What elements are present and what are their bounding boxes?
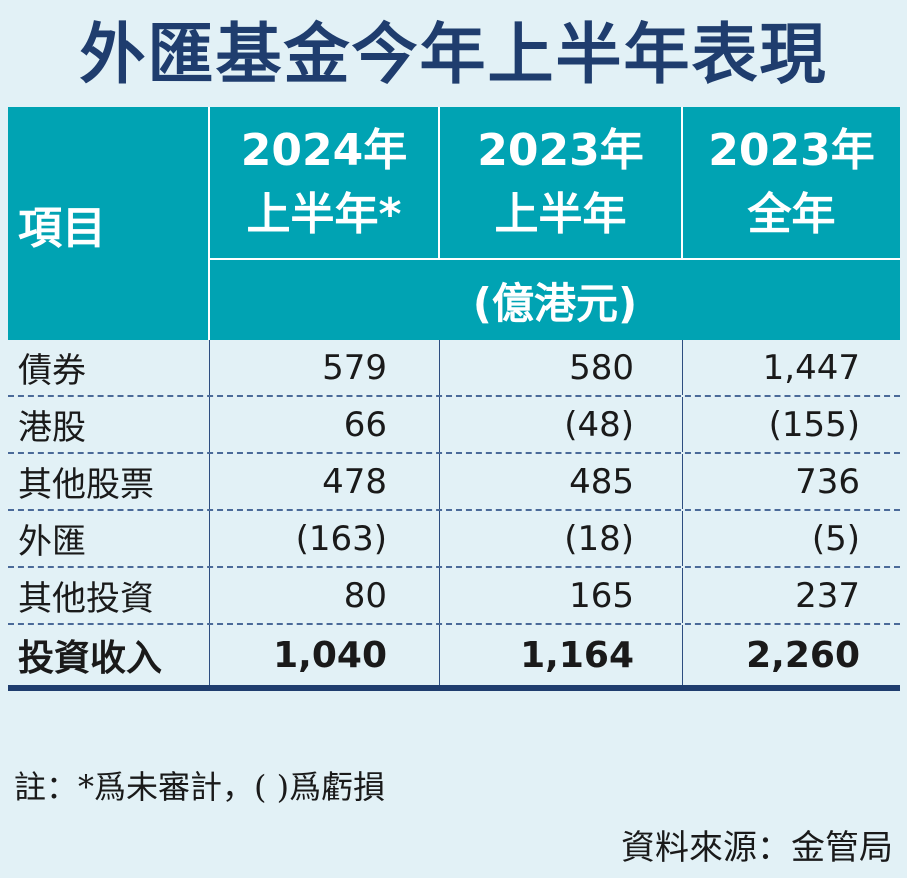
page-title: 外匯基金今年上半年表現 — [79, 15, 828, 93]
row-value-2023-full: 237 — [795, 575, 860, 616]
row-value-2023-h1: (48) — [440, 397, 683, 452]
row-value-2023-h1: 580 — [440, 340, 683, 395]
row-value-2024-h1: 66 — [210, 397, 440, 452]
table-bottom-rule — [8, 685, 900, 691]
row-item: 投資收入 — [8, 625, 210, 685]
header-col-line2: 上半年 — [494, 188, 627, 240]
row-item: 債券 — [8, 340, 210, 395]
row-item: 港股 — [8, 397, 210, 452]
header-col-2024-h1: 2024年 上半年* — [210, 107, 440, 260]
header-col-line1: 2024年 — [240, 124, 408, 176]
row-value-2024-h1: 80 — [210, 568, 440, 623]
table-row: 外匯 (163) (18) (5) — [8, 511, 900, 568]
table-row: 債券 579 580 1,447 — [8, 340, 900, 397]
table-row: 其他股票 478 485 736 — [8, 454, 900, 511]
table-row: 港股 66 (48) (155) — [8, 397, 900, 454]
row-value-2023-full: 2,260 — [746, 634, 860, 676]
header-item-label: 項目 — [8, 107, 210, 340]
row-value-2023-h1: 1,164 — [440, 625, 683, 685]
row-value-2023-full: 736 — [795, 461, 860, 502]
row-value-2024-h1: 478 — [210, 454, 440, 509]
row-value-2023-h1: 485 — [440, 454, 683, 509]
row-value-2023-h1: 165 — [440, 568, 683, 623]
table-row-total: 投資收入 1,040 1,164 2,260 — [8, 625, 900, 685]
header-col-2023-h1: 2023年 上半年 — [440, 107, 683, 260]
table-header: 項目 2024年 上半年* 2023年 上半年 2023年 全年 (億港元) — [8, 107, 900, 340]
row-value-2023-full: (5) — [811, 518, 860, 559]
row-value-2024-h1: 579 — [210, 340, 440, 395]
row-item: 外匯 — [8, 511, 210, 566]
footnote: 註：*爲未審計，( )爲虧損 — [14, 768, 386, 806]
header-unit: (億港元) — [472, 278, 638, 328]
row-value-2023-h1: (18) — [440, 511, 683, 566]
header-col-line2: 上半年* — [246, 188, 402, 240]
header-col-line1: 2023年 — [477, 124, 644, 176]
fund-performance-table: 項目 2024年 上半年* 2023年 上半年 2023年 全年 (億港元) 債… — [8, 107, 900, 691]
row-value-2023-full: 1,447 — [762, 347, 860, 388]
row-item: 其他股票 — [8, 454, 210, 509]
row-value-2024-h1: (163) — [210, 511, 440, 566]
source-credit: 資料來源：金管局 — [621, 828, 893, 868]
table-row: 其他投資 80 165 237 — [8, 568, 900, 625]
header-col-line1: 2023年 — [708, 124, 875, 176]
row-value-2024-h1: 1,040 — [210, 625, 440, 685]
row-item: 其他投資 — [8, 568, 210, 623]
row-value-2023-full: (155) — [768, 404, 860, 445]
header-col-line2: 全年 — [747, 188, 836, 240]
header-col-2023-full: 2023年 全年 — [683, 107, 900, 260]
